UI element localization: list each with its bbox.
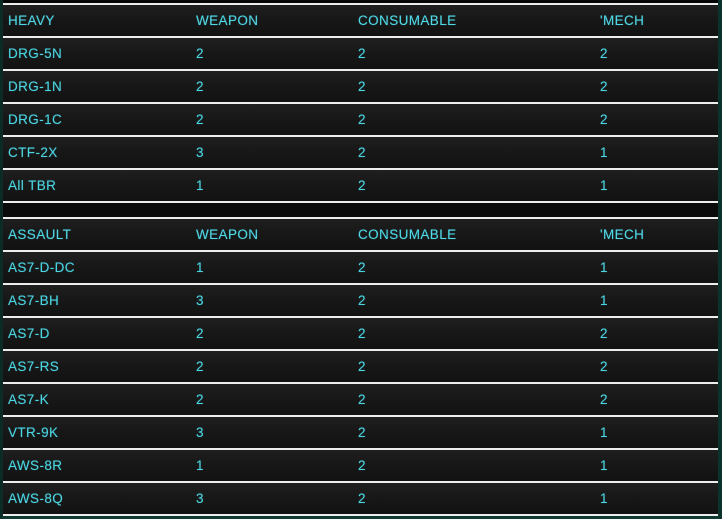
table-row: AWS-8R 1 2 1 (3, 450, 718, 483)
weapon-count-cell: 2 (196, 359, 204, 374)
mech-name-cell: VTR-9K (8, 425, 59, 440)
weapon-count-cell: 3 (196, 491, 204, 506)
consumable-count-cell: 2 (358, 359, 366, 374)
weapon-count-cell: 1 (196, 458, 204, 473)
table-row: CTF-2X 3 2 1 (3, 137, 718, 170)
weapon-count-cell: 2 (196, 392, 204, 407)
mech-name-cell: All TBR (8, 178, 57, 193)
table-row: AS7-D-DC 1 2 1 (3, 252, 718, 285)
table-row: AS7-RS 2 2 2 (3, 351, 718, 384)
mech-count-cell: 2 (600, 359, 608, 374)
table-row: DRG-1N 2 2 2 (3, 71, 718, 104)
column-header-consumable: CONSUMABLE (358, 227, 457, 242)
mech-count-cell: 1 (600, 145, 608, 160)
consumable-count-cell: 2 (358, 178, 366, 193)
consumable-count-cell: 2 (358, 46, 366, 61)
mech-count-cell: 1 (600, 458, 608, 473)
consumable-count-cell: 2 (358, 145, 366, 160)
assault-table-header-row: ASSAULT WEAPON CONSUMABLE 'MECH (3, 219, 718, 252)
table-row: VTR-9K 3 2 1 (3, 417, 718, 450)
column-header-group: ASSAULT (8, 227, 72, 242)
mech-name-cell: AS7-K (8, 392, 50, 407)
table-row: AS7-K 2 2 2 (3, 384, 718, 417)
assault-table: ASSAULT WEAPON CONSUMABLE 'MECH AS7-D-DC… (3, 217, 718, 516)
mech-name-cell: AWS-8R (8, 458, 63, 473)
consumable-count-cell: 2 (358, 425, 366, 440)
mech-name-cell: CTF-2X (8, 145, 58, 160)
consumable-count-cell: 2 (358, 79, 366, 94)
weapon-count-cell: 3 (196, 145, 204, 160)
mech-name-cell: DRG-5N (8, 46, 63, 61)
weapon-count-cell: 2 (196, 79, 204, 94)
consumable-count-cell: 2 (358, 458, 366, 473)
weapon-count-cell: 1 (196, 260, 204, 275)
consumable-count-cell: 2 (358, 491, 366, 506)
consumable-count-cell: 2 (358, 112, 366, 127)
consumable-count-cell: 2 (358, 260, 366, 275)
table-row: AWS-8Q 3 2 1 (3, 483, 718, 516)
column-header-consumable: CONSUMABLE (358, 13, 457, 28)
weapon-count-cell: 3 (196, 293, 204, 308)
weapon-count-cell: 2 (196, 46, 204, 61)
mech-count-cell: 1 (600, 293, 608, 308)
consumable-count-cell: 2 (358, 326, 366, 341)
mech-name-cell: AS7-BH (8, 293, 60, 308)
consumable-count-cell: 2 (358, 392, 366, 407)
table-row: DRG-5N 2 2 2 (3, 38, 718, 71)
mech-name-cell: AS7-D-DC (8, 260, 75, 275)
table-gap (3, 203, 718, 217)
table-row: AS7-BH 3 2 1 (3, 285, 718, 318)
mech-count-cell: 2 (600, 112, 608, 127)
consumable-count-cell: 2 (358, 293, 366, 308)
table-row: AS7-D 2 2 2 (3, 318, 718, 351)
weapon-count-cell: 1 (196, 178, 204, 193)
mech-name-cell: DRG-1N (8, 79, 63, 94)
weapon-count-cell: 2 (196, 112, 204, 127)
mech-count-cell: 1 (600, 178, 608, 193)
mech-count-cell: 1 (600, 425, 608, 440)
column-header-group: HEAVY (8, 13, 55, 28)
table-row: All TBR 1 2 1 (3, 170, 718, 203)
mech-name-cell: DRG-1C (8, 112, 63, 127)
column-header-mech: 'MECH (600, 227, 645, 242)
column-header-weapon: WEAPON (196, 13, 259, 28)
mech-name-cell: AWS-8Q (8, 491, 64, 506)
mech-count-cell: 1 (600, 491, 608, 506)
mech-count-cell: 2 (600, 392, 608, 407)
mech-name-cell: AS7-D (8, 326, 50, 341)
mech-count-cell: 2 (600, 326, 608, 341)
mech-count-cell: 1 (600, 260, 608, 275)
mech-name-cell: AS7-RS (8, 359, 60, 374)
heavy-table-header-row: HEAVY WEAPON CONSUMABLE 'MECH (3, 5, 718, 38)
heavy-table: HEAVY WEAPON CONSUMABLE 'MECH DRG-5N 2 2… (3, 3, 718, 203)
mech-count-cell: 2 (600, 79, 608, 94)
table-row: DRG-1C 2 2 2 (3, 104, 718, 137)
mech-count-cell: 2 (600, 46, 608, 61)
weapon-count-cell: 3 (196, 425, 204, 440)
column-header-weapon: WEAPON (196, 227, 259, 242)
column-header-mech: 'MECH (600, 13, 645, 28)
weapon-count-cell: 2 (196, 326, 204, 341)
